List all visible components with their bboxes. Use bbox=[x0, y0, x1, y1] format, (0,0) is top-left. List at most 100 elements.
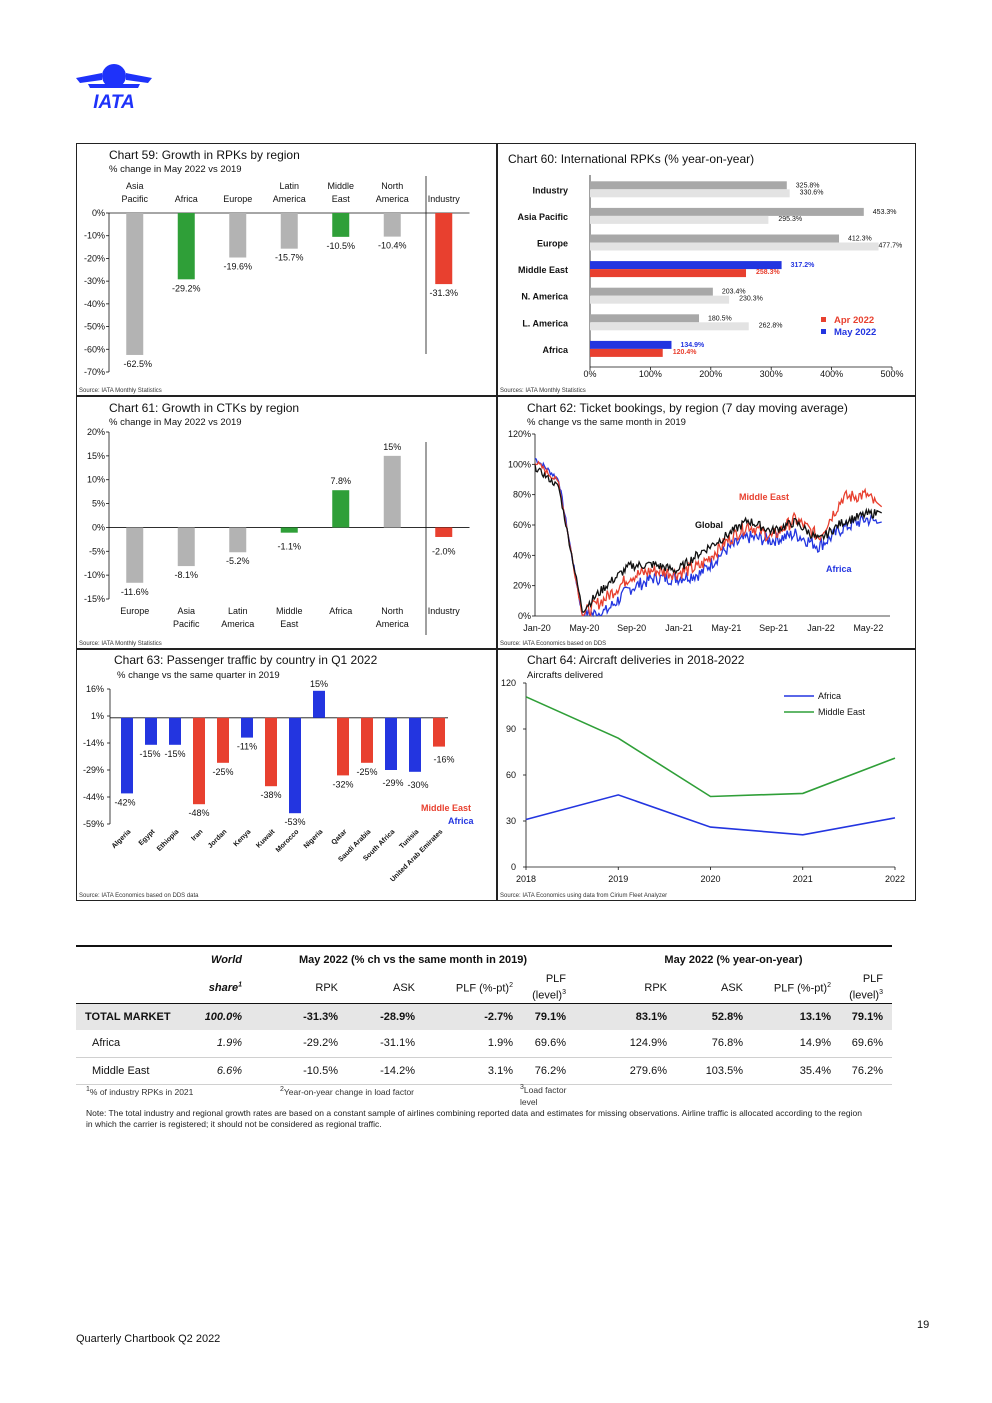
category-label: Industry bbox=[428, 606, 461, 616]
data-label: 258.3% bbox=[756, 269, 781, 276]
x-tick-label: 100% bbox=[639, 369, 662, 379]
chart-64-title: Chart 64: Aircraft deliveries in 2018-20… bbox=[527, 653, 745, 667]
data-label: -15% bbox=[164, 749, 185, 759]
series-label-middle-east: Middle East bbox=[739, 492, 789, 502]
y-tick-label: 0% bbox=[92, 522, 105, 532]
category-label: Tunisia bbox=[399, 828, 421, 850]
category-label: Nigeria bbox=[303, 828, 325, 850]
y-tick-label: 40% bbox=[513, 550, 531, 560]
x-tick-label: 200% bbox=[699, 369, 722, 379]
x-tick-label: Sep-21 bbox=[759, 623, 788, 633]
bar bbox=[433, 717, 445, 747]
col-plf-level-yoy: PLF (level)3 bbox=[840, 973, 892, 1004]
chart-61-title: Chart 61: Growth in CTKs by region bbox=[109, 401, 300, 415]
data-label: 203.4% bbox=[722, 289, 746, 296]
bar-apr bbox=[590, 242, 879, 251]
chart-60-source: Sources: IATA Monthly Statistics bbox=[500, 388, 586, 394]
category-label: Africa bbox=[175, 194, 198, 204]
category-label: Jordan bbox=[207, 828, 228, 849]
y-tick-label: -30% bbox=[84, 276, 105, 286]
x-tick-label: 2019 bbox=[608, 874, 628, 884]
bar bbox=[145, 717, 157, 745]
data-label: -30% bbox=[407, 780, 428, 790]
series-label-global: Global bbox=[695, 520, 723, 530]
cell: -31.1% bbox=[347, 1030, 424, 1058]
x-tick-label: 2021 bbox=[793, 874, 813, 884]
category-label: Africa bbox=[542, 345, 569, 355]
row-share: 100.0% bbox=[186, 1003, 251, 1031]
category-label: Middle East bbox=[518, 265, 568, 275]
col-plf-pt-yoy: PLF (%-pt)2 bbox=[752, 973, 840, 1004]
footer-title: Quarterly Chartbook Q2 2022 bbox=[76, 1333, 221, 1345]
bar bbox=[126, 213, 144, 355]
chart-60-title: Chart 60: International RPKs (% year-on-… bbox=[508, 152, 755, 166]
series-line-middle-east bbox=[525, 696, 896, 798]
y-tick-label: 0 bbox=[511, 862, 516, 872]
data-label: -42% bbox=[114, 797, 135, 807]
cell: 35.4% bbox=[752, 1057, 840, 1085]
x-tick-label: 300% bbox=[760, 369, 783, 379]
bar-may bbox=[590, 207, 864, 216]
data-label: 262.8% bbox=[759, 322, 783, 329]
bar bbox=[121, 717, 133, 794]
chart-64-panel: Chart 64: Aircraft deliveries in 2018-20… bbox=[497, 649, 916, 901]
col-rpk: RPK bbox=[251, 973, 347, 1004]
bar bbox=[313, 690, 325, 718]
world-label: World bbox=[186, 945, 251, 973]
bar bbox=[177, 213, 195, 280]
bar-apr bbox=[590, 215, 769, 224]
bar bbox=[280, 213, 298, 249]
y-tick-label: -70% bbox=[84, 367, 105, 377]
category-label: Asia bbox=[177, 606, 195, 616]
series-line-global bbox=[534, 464, 882, 613]
cell: 76.2% bbox=[522, 1057, 575, 1085]
y-tick-label: -40% bbox=[84, 299, 105, 309]
bar-apr bbox=[590, 269, 747, 278]
y-tick-label: 30 bbox=[506, 816, 516, 826]
col-ask-yoy: ASK bbox=[676, 973, 752, 1004]
category-label: Pacific bbox=[173, 619, 200, 629]
chart-63: 16% 1% -14% -29% -44% -59% -42% Algeria -15% Egyp… bbox=[83, 679, 475, 884]
data-label: -16% bbox=[433, 755, 454, 765]
category-label: Egypt bbox=[138, 828, 157, 847]
data-label: 180.5% bbox=[708, 315, 732, 322]
cell: 124.9% bbox=[575, 1030, 676, 1058]
data-label: -62.5% bbox=[123, 359, 152, 369]
traffic-table: World May 2022 (% ch vs the same month i… bbox=[76, 945, 892, 1085]
y-tick-label: 5% bbox=[92, 499, 105, 509]
bar-apr bbox=[590, 348, 663, 357]
bar bbox=[361, 717, 373, 763]
data-label: -48% bbox=[188, 808, 209, 818]
category-label: N. America bbox=[521, 292, 569, 302]
data-label: 412.3% bbox=[848, 236, 872, 243]
bar bbox=[289, 717, 301, 814]
y-tick-label: 60 bbox=[506, 770, 516, 780]
category-label: North bbox=[381, 181, 403, 191]
chart-64: 0 30 60 90 120 2018 2019 2020 2021 2022 Africa Midd… bbox=[501, 678, 905, 884]
bar bbox=[229, 527, 247, 553]
y-tick-label: 1% bbox=[91, 711, 104, 721]
bar bbox=[332, 213, 350, 237]
group-yoy-header: May 2022 (% year-on-year) bbox=[575, 945, 892, 973]
table-row: TOTAL MARKET 100.0% -31.3% -28.9% -2.7% … bbox=[76, 1003, 892, 1031]
data-label: -5.2% bbox=[226, 556, 250, 566]
y-tick-label: 10% bbox=[87, 475, 105, 485]
category-label: Ethiopia bbox=[156, 828, 181, 853]
data-label: 477.7% bbox=[879, 243, 903, 250]
series-line-africa bbox=[534, 457, 882, 618]
chart-61-panel: Chart 61: Growth in CTKs by region % cha… bbox=[76, 396, 497, 649]
bar-apr bbox=[590, 322, 749, 331]
chart-59-panel: Chart 59: Growth in RPKs by region % cha… bbox=[76, 143, 497, 396]
y-tick-label: -60% bbox=[84, 344, 105, 354]
cell: -29.2% bbox=[251, 1030, 347, 1058]
group-2019-header: May 2022 (% ch vs the same month in 2019… bbox=[251, 945, 575, 973]
y-tick-label: 0% bbox=[518, 611, 531, 621]
legend-africa: Africa bbox=[818, 691, 841, 701]
cell: 279.6% bbox=[575, 1057, 676, 1085]
chart-60: 0% 100% 200% 300% 400% 500% Industry 325.8%330.… bbox=[517, 175, 904, 379]
bar bbox=[385, 717, 397, 770]
category-label: Asia bbox=[126, 181, 144, 191]
x-tick-label: 2022 bbox=[885, 874, 905, 884]
chart-59-subtitle: % change in May 2022 vs 2019 bbox=[109, 164, 242, 175]
y-tick-label: -10% bbox=[84, 570, 105, 580]
